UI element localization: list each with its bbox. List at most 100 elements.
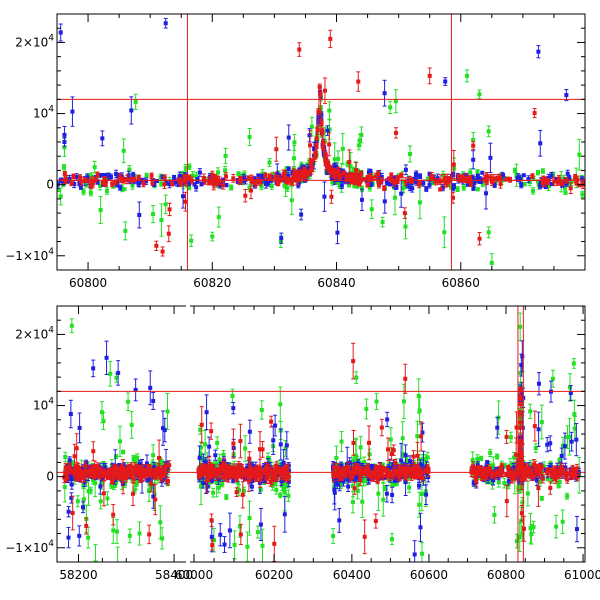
data-marker <box>57 187 61 192</box>
data-marker <box>335 175 340 180</box>
data-marker <box>62 140 67 144</box>
data-marker <box>224 495 229 500</box>
data-point <box>71 173 76 180</box>
data-marker <box>177 174 182 179</box>
data-point <box>451 149 456 180</box>
data-marker <box>514 173 519 178</box>
data-marker <box>163 202 168 207</box>
data-point <box>329 189 334 204</box>
data-marker <box>365 182 370 187</box>
data-marker <box>568 186 573 191</box>
data-marker <box>103 173 108 178</box>
data-marker <box>582 180 585 185</box>
y-tick-label: −1×104 <box>5 247 54 263</box>
data-marker <box>427 73 432 78</box>
data-marker <box>306 171 311 176</box>
data-marker <box>395 177 400 182</box>
data-marker <box>540 169 545 174</box>
data-marker <box>137 181 142 186</box>
data-marker <box>471 143 476 148</box>
data-marker <box>65 179 70 184</box>
data-marker <box>322 194 327 199</box>
data-marker <box>141 181 146 186</box>
data-marker <box>366 170 371 175</box>
data-marker <box>98 183 103 188</box>
data-marker <box>88 190 93 195</box>
data-marker <box>304 164 309 169</box>
data-point <box>571 358 576 369</box>
data-point <box>127 165 132 175</box>
data-point <box>98 196 103 225</box>
data-marker <box>114 172 119 177</box>
data-point <box>500 171 505 180</box>
data-marker <box>170 181 175 186</box>
data-marker <box>127 167 132 172</box>
data-marker <box>98 208 103 213</box>
data-marker <box>465 182 470 187</box>
data-marker <box>540 180 545 185</box>
data-point <box>88 189 93 197</box>
data-marker <box>392 180 397 185</box>
data-marker <box>390 179 395 184</box>
data-marker <box>376 491 381 496</box>
data-point <box>331 528 336 544</box>
data-marker <box>133 99 138 104</box>
data-marker <box>331 534 336 539</box>
data-point <box>536 45 541 59</box>
data-marker <box>451 172 456 177</box>
data-point <box>159 203 164 237</box>
data-point <box>532 108 537 119</box>
data-point <box>189 234 194 247</box>
data-marker <box>307 133 312 138</box>
data-marker <box>407 185 412 190</box>
data-marker <box>468 175 473 180</box>
data-point <box>63 174 68 185</box>
data-point <box>555 179 560 186</box>
series-green <box>62 312 582 562</box>
data-marker <box>154 179 159 184</box>
data-marker <box>429 175 434 180</box>
data-marker <box>95 172 100 177</box>
data-marker <box>62 132 67 137</box>
data-marker <box>162 175 167 180</box>
data-marker <box>339 183 344 188</box>
data-point <box>114 169 119 179</box>
data-marker <box>309 162 314 167</box>
data-point <box>325 125 330 136</box>
data-marker <box>253 181 258 186</box>
data-marker <box>484 191 489 196</box>
plot-area <box>57 306 585 562</box>
data-marker <box>144 173 149 178</box>
data-point <box>552 176 557 187</box>
data-marker <box>214 180 219 185</box>
data-marker <box>58 177 63 182</box>
data-point <box>283 176 288 184</box>
data-marker <box>388 105 393 110</box>
data-marker <box>162 182 167 187</box>
data-marker <box>159 181 164 186</box>
data-marker <box>151 212 156 217</box>
data-marker <box>480 170 485 175</box>
data-marker <box>154 243 159 248</box>
data-point <box>427 67 432 85</box>
data-point <box>455 186 460 192</box>
data-point <box>577 183 582 188</box>
data-point <box>382 79 387 107</box>
data-point <box>267 158 272 167</box>
data-marker <box>508 177 513 182</box>
data-marker <box>347 160 352 165</box>
data-marker <box>62 165 67 170</box>
data-marker <box>224 183 229 188</box>
data-point <box>125 174 130 185</box>
x-tick-label: 60800 <box>69 276 107 290</box>
data-marker <box>575 177 580 182</box>
data-marker <box>129 108 134 113</box>
data-marker <box>137 212 142 217</box>
data-marker <box>482 176 487 181</box>
data-marker <box>301 170 306 175</box>
y-tick-label: 104 <box>33 105 54 121</box>
data-marker <box>81 189 86 194</box>
data-marker <box>359 171 364 176</box>
data-marker <box>382 91 387 96</box>
data-point <box>471 150 476 170</box>
